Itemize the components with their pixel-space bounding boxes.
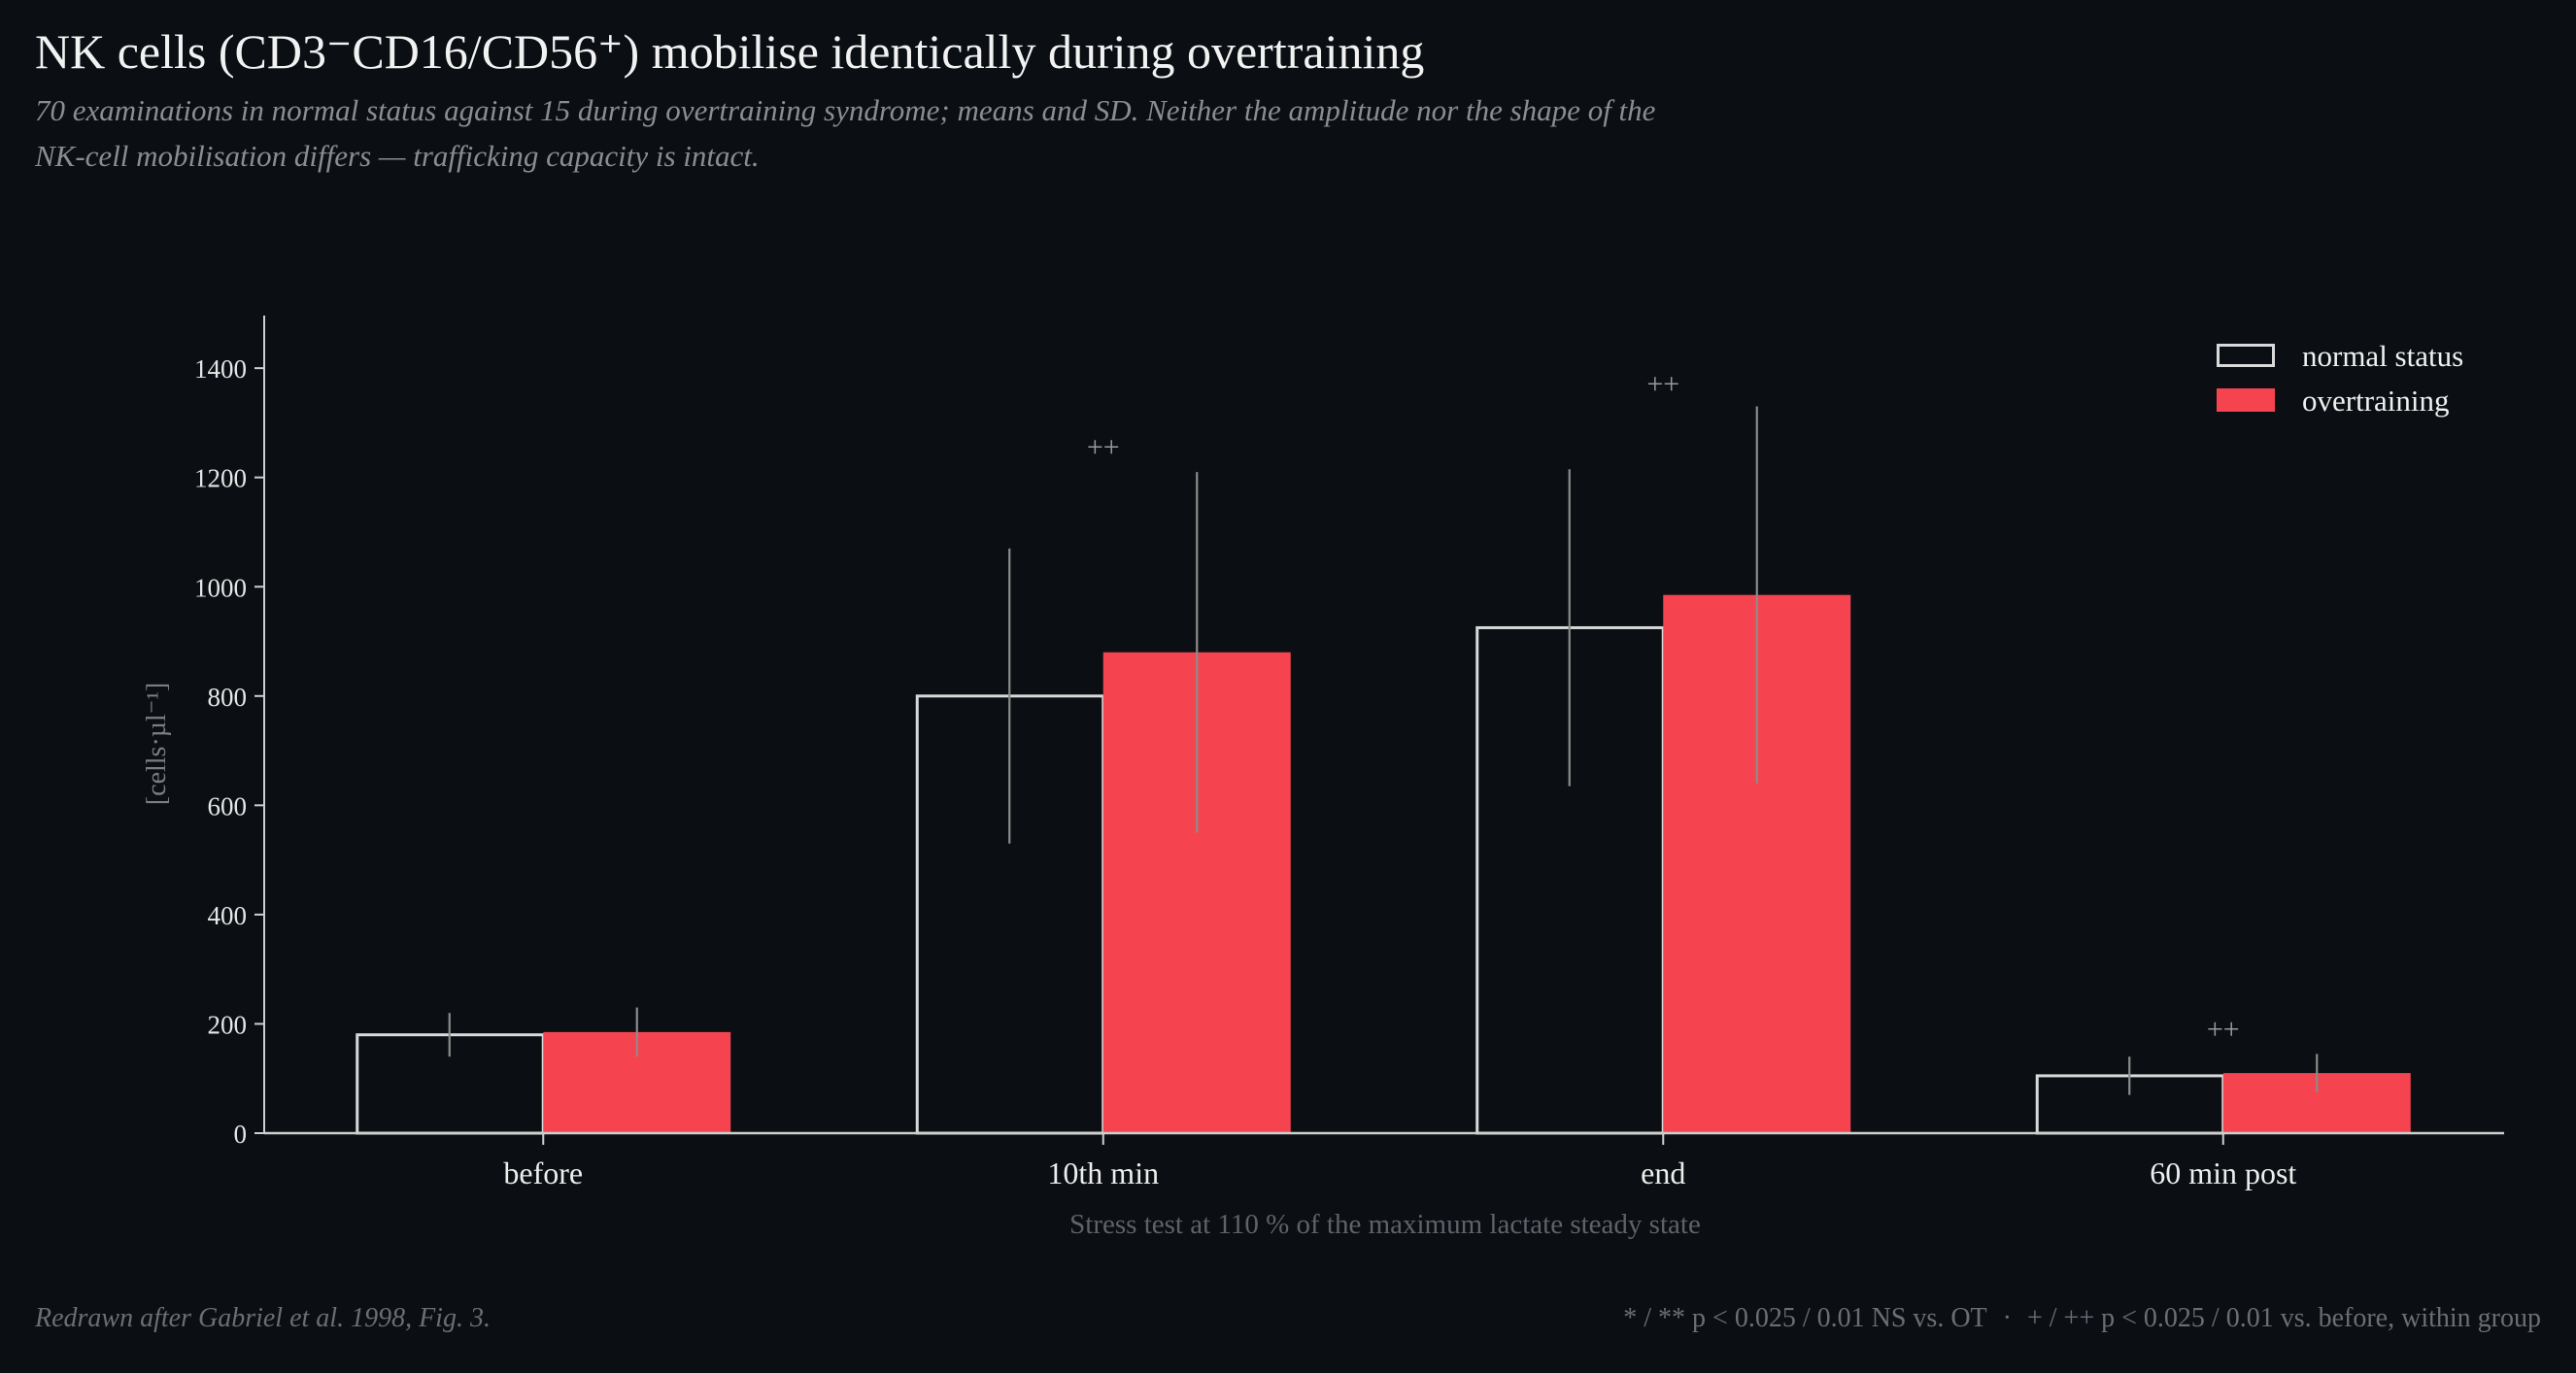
y-tick-label: 1400 (194, 354, 247, 384)
y-axis-label: [cells·µl⁻¹] (142, 683, 172, 805)
y-tick-label: 0 (234, 1120, 248, 1149)
legend-swatch-overtraining (2217, 388, 2275, 412)
y-tick-label: 400 (208, 901, 248, 930)
chart-title: NK cells (CD3⁻CD16/CD56⁺) mobilise ident… (35, 24, 1425, 79)
significance-marker: ++ (1646, 368, 1679, 400)
legend-label: normal status (2302, 339, 2463, 373)
chart-subtitle: 70 examinations in normal status against… (35, 93, 1656, 173)
y-tick-label: 800 (208, 683, 248, 712)
x-tick-label: before (503, 1155, 583, 1190)
y-tick-label: 200 (208, 1010, 248, 1039)
x-tick-label: end (1641, 1155, 1685, 1190)
significance-between-groups: * / ** p < 0.025 / 0.01 NS vs. OT (1623, 1303, 1987, 1333)
significance-within-group: + / ++ p < 0.025 / 0.01 vs. before, with… (2026, 1303, 2541, 1333)
y-tick-label: 1000 (194, 573, 247, 602)
y-tick-label: 1200 (194, 464, 247, 493)
significance-marker: ++ (2207, 1013, 2240, 1045)
legend-label: overtraining (2302, 384, 2450, 418)
x-axis-label: Stress test at 110 % of the maximum lact… (1069, 1209, 1701, 1240)
significance-marker: ++ (1087, 431, 1120, 463)
x-tick-label: 10th min (1047, 1155, 1159, 1190)
footer-separator: · (2002, 1303, 2012, 1333)
y-tick-label: 600 (208, 791, 248, 820)
x-tick-label: 60 min post (2150, 1155, 2296, 1190)
significance-note: * / ** p < 0.025 / 0.01 NS vs. OT · + / ++… (1623, 1303, 2541, 1334)
legend-swatch-normal-status (2217, 344, 2275, 367)
source-note: Redrawn after Gabriel et al. 1998, Fig. … (35, 1303, 491, 1333)
